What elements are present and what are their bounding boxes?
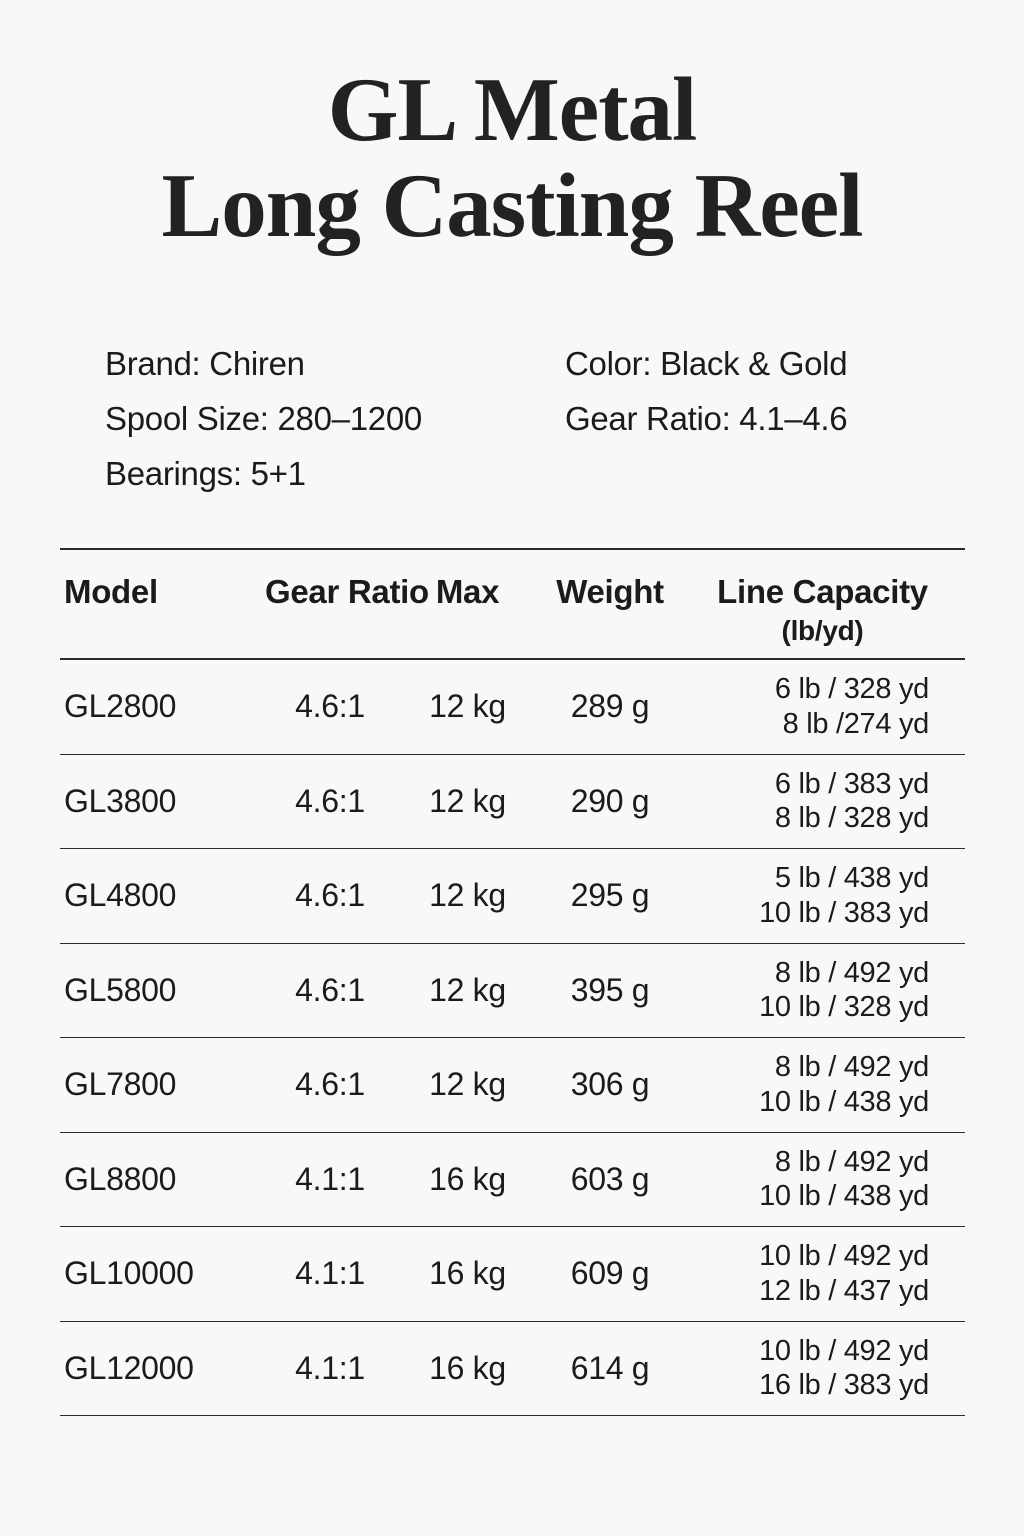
weight-cell: 614 g [570, 1349, 650, 1386]
max-cell: 12 kg [429, 688, 506, 725]
weight-cell: 603 g [570, 1160, 650, 1197]
model-cell: GL5800 [64, 971, 177, 1008]
max-cell: 16 kg [429, 1255, 506, 1292]
spec-color: Color: Black & Gold [565, 345, 848, 382]
table-row: GL2800 4.6:1 12 kg 289 g 6 lb / 328 yd 8… [60, 660, 965, 755]
table-row: GL10000 4.1:1 16 kg 609 g 10 lb / 492 yd… [60, 1227, 965, 1322]
gear-ratio-cell: 4.6:1 [295, 782, 365, 819]
header-line-capacity-label: Line Capacity [717, 573, 928, 610]
max-cell: 12 kg [429, 877, 506, 914]
spec-bearings: Bearings: 5+1 [105, 455, 306, 492]
model-spec-table: Model Gear Ratio Max Weight Line Capacit… [60, 548, 965, 1416]
header-gear-ratio: Gear Ratio [265, 573, 429, 610]
weight-cell: 395 g [570, 971, 650, 1008]
line-capacity-cell: 8 lb / 492 yd 10 lb / 438 yd [759, 1051, 929, 1118]
spec-brand: Brand: Chiren [105, 345, 305, 382]
product-title: GL Metal Long Casting Reel [0, 62, 1024, 254]
max-cell: 16 kg [429, 1349, 506, 1386]
table-row: GL12000 4.1:1 16 kg 614 g 10 lb / 492 yd… [60, 1322, 965, 1416]
table-row: GL5800 4.6:1 12 kg 395 g 8 lb / 492 yd 1… [60, 944, 965, 1038]
table-row: GL7800 4.6:1 12 kg 306 g 8 lb / 492 yd 1… [60, 1038, 965, 1133]
line-capacity-cell: 10 lb / 492 yd 16 lb / 383 yd [759, 1334, 929, 1402]
gear-ratio-cell: 4.6:1 [295, 688, 365, 725]
header-weight: Weight [556, 573, 664, 610]
weight-cell: 609 g [570, 1255, 650, 1292]
max-cell: 12 kg [429, 1066, 506, 1103]
specs-block: Brand: Chiren Color: Black & Gold Spool … [105, 336, 965, 501]
gear-ratio-cell: 4.6:1 [295, 1066, 365, 1103]
spec-gear-ratio: Gear Ratio: 4.1–4.6 [565, 400, 848, 437]
model-cell: GL3800 [64, 782, 177, 819]
gear-ratio-cell: 4.1:1 [295, 1255, 365, 1292]
line-capacity-cell: 5 lb / 438 yd 10 lb / 383 yd [759, 862, 929, 929]
weight-cell: 295 g [570, 877, 650, 914]
table-header-row: Model Gear Ratio Max Weight Line Capacit… [60, 550, 965, 660]
gear-ratio-cell: 4.1:1 [295, 1349, 365, 1386]
line-capacity-cell: 6 lb / 383 yd 8 lb / 328 yd [774, 767, 929, 835]
model-cell: GL4800 [64, 877, 177, 914]
table-row: GL3800 4.6:1 12 kg 290 g 6 lb / 383 yd 8… [60, 755, 965, 849]
model-cell: GL12000 [64, 1349, 194, 1386]
product-title-line1: GL Metal [327, 59, 698, 160]
model-cell: GL2800 [64, 688, 177, 725]
header-model: Model [64, 573, 158, 610]
line-capacity-cell: 8 lb / 492 yd 10 lb / 328 yd [759, 956, 929, 1024]
model-cell: GL7800 [64, 1066, 177, 1103]
gear-ratio-cell: 4.6:1 [295, 971, 365, 1008]
header-line-capacity: Line Capacity (lb/yd) [680, 572, 965, 658]
line-capacity-cell: 8 lb / 492 yd 10 lb / 438 yd [759, 1145, 929, 1213]
line-capacity-cell: 10 lb / 492 yd 12 lb / 437 yd [759, 1240, 929, 1307]
header-line-capacity-unit: (lb/yd) [781, 615, 864, 646]
max-cell: 12 kg [429, 782, 506, 819]
gear-ratio-cell: 4.1:1 [295, 1160, 365, 1197]
table-row: GL8800 4.1:1 16 kg 603 g 8 lb / 492 yd 1… [60, 1133, 965, 1227]
table-row: GL4800 4.6:1 12 kg 295 g 5 lb / 438 yd 1… [60, 849, 965, 944]
spec-spool-size: Spool Size: 280–1200 [105, 400, 422, 437]
weight-cell: 290 g [570, 782, 650, 819]
gear-ratio-cell: 4.6:1 [295, 877, 365, 914]
weight-cell: 289 g [570, 688, 650, 725]
line-capacity-cell: 6 lb / 328 yd 8 lb /274 yd [774, 673, 929, 740]
max-cell: 12 kg [429, 971, 506, 1008]
model-cell: GL10000 [64, 1255, 194, 1292]
model-cell: GL8800 [64, 1160, 177, 1197]
weight-cell: 306 g [570, 1066, 650, 1103]
product-title-line2: Long Casting Reel [161, 155, 864, 256]
max-cell: 16 kg [429, 1160, 506, 1197]
header-max: Max [435, 573, 500, 610]
